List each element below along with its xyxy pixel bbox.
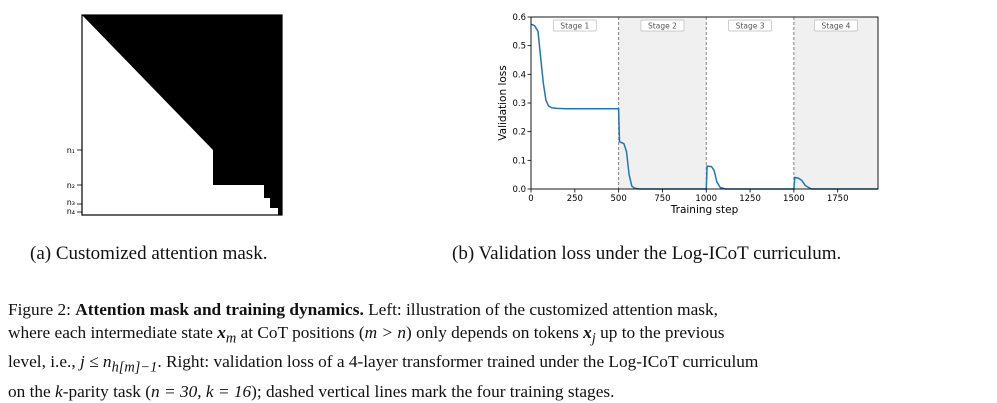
caption-math: j [591,330,596,347]
caption-line-1: Figure 2: Attention mask and training dy… [8,298,993,321]
stage-label-box [728,19,772,32]
y-axis-label: Validation loss [497,65,509,140]
caption-math: n = 30, k = 16 [151,381,252,401]
mask-tick-n3: n₃ [67,198,75,207]
caption-line-4: on the k-parity task (n = 30, k = 16); d… [8,380,993,403]
x-tick-label: 1500 [783,194,805,204]
caption-text: ); dashed vertical lines mark the four t… [251,381,615,401]
caption-line-3: level, i.e., j ≤ nh[m]−1. Right: validat… [8,350,993,379]
mask-tick-n2: n₂ [67,181,75,190]
figure-caption: Figure 2: Attention mask and training dy… [8,298,993,403]
mask-tick-n1: n₁ [67,146,75,155]
caption-text: where each intermediate state [8,323,213,342]
caption-text: . Right: validation loss of a 4-layer tr… [157,352,759,372]
figure-label: Figure 2: [8,300,71,319]
x-tick-label: 0 [528,194,533,204]
caption-text: up to the previous [600,323,725,342]
caption-math: x [583,323,592,342]
stage-label: Stage 3 [736,22,765,31]
stage-shade [793,17,878,189]
attention-mask-panel: n₁ n₂ n₃ n₄ [60,10,290,220]
caption-math: k [55,381,63,401]
attention-mask-image: n₁ n₂ n₃ n₄ [67,14,283,216]
x-tick-label: 1000 [695,194,717,204]
x-axis-label: Training step [670,204,739,216]
caption-text: ) only depends on tokens [406,323,579,342]
x-tick-label: 500 [611,194,627,204]
figure-title: Attention mask and training dynamics. [75,300,364,319]
caption-math: m [225,330,237,347]
x-tick-label: 1250 [739,194,761,204]
y-tick-label: 0.6 [512,13,526,23]
mask-subcaption: (a) Customized attention mask. [30,243,268,264]
y-tick-label: 0.4 [512,70,526,80]
stage-label: Stage 4 [822,22,851,31]
stage-label-box [552,19,597,32]
masked-region [82,15,282,215]
stage-label-box [640,19,685,32]
caption-math: m > n [364,323,407,342]
y-tick-label: 0.3 [512,99,526,109]
caption-math: j ≤ n [80,352,112,372]
caption-text: level, i.e., [8,352,76,372]
x-tick-label: 250 [567,194,583,204]
x-tick-label: 750 [654,194,670,204]
chart-subcaption: (b) Validation loss under the Log-ICoT c… [452,243,842,264]
caption-math: x [217,323,226,342]
stage-label-box [814,19,858,32]
caption-text: on the [8,381,51,401]
caption-text: Left: illustration of the customized att… [368,300,718,319]
y-tick-label: 0.0 [512,185,526,195]
stage-shade [618,17,707,189]
caption-text: -parity task ( [62,381,152,401]
validation-loss-chart: Stage 1 Stage 2 Stage 3 Stage 4 0 250 500 750 1… [495,10,895,220]
mask-tick-n4: n₄ [67,207,75,216]
caption-text: at CoT positions ( [240,323,365,342]
stage-label: Stage 2 [648,22,677,31]
y-tick-label: 0.1 [512,156,526,166]
stage-label: Stage 1 [560,22,589,31]
x-tick-label: 1750 [827,194,849,204]
caption-line-2: where each intermediate state xm at CoT … [8,321,993,350]
chart-svg: Stage 1 Stage 2 Stage 3 Stage 4 0 250 500 750 1… [497,13,879,216]
caption-math: h[m]−1 [111,359,158,376]
y-tick-label: 0.5 [512,42,526,52]
y-tick-label: 0.2 [512,128,526,138]
